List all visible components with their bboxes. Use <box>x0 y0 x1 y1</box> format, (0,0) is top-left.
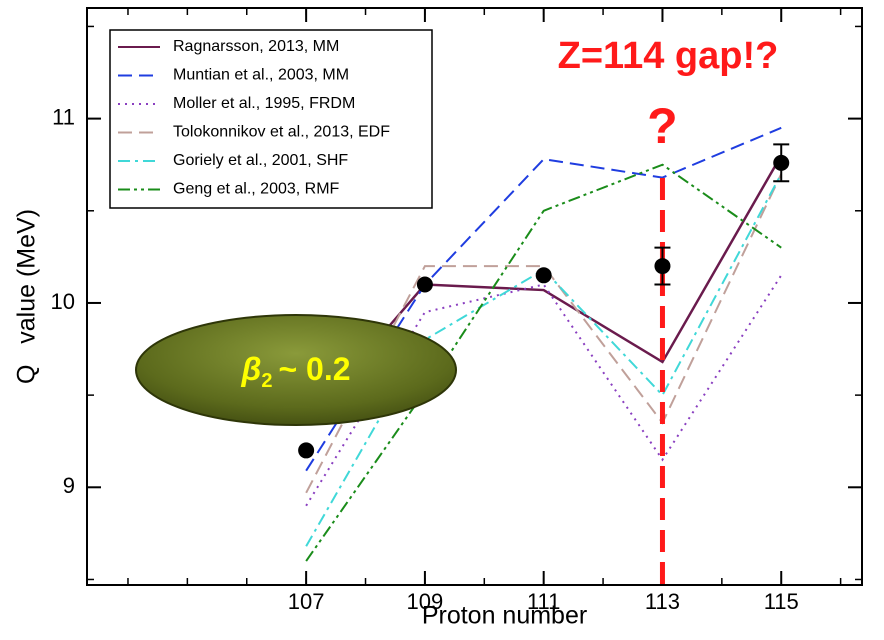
question-mark: ? <box>647 98 678 154</box>
data-point <box>535 267 552 284</box>
x-tick-label: 111 <box>527 589 560 614</box>
x-tick-label: 115 <box>764 589 799 614</box>
data-point <box>298 442 315 459</box>
x-tick-label: 113 <box>645 589 680 614</box>
y-axis-label: Q value (MeV) <box>13 209 41 384</box>
legend-label: Ragnarsson, 2013, MM <box>173 38 339 55</box>
data-point <box>773 154 790 171</box>
y-tick-label: 9 <box>63 473 75 498</box>
data-point <box>654 258 671 275</box>
legend-label: Goriely et al., 2001, SHF <box>173 152 348 169</box>
deformation-value: ~ 0.2 <box>278 351 350 387</box>
x-tick-label: 107 <box>288 589 325 614</box>
legend-box <box>109 29 433 209</box>
beta-symbol: β <box>240 351 261 387</box>
deformation-label: β2 ~ 0.2 <box>240 351 350 392</box>
data-point <box>416 276 433 293</box>
legend-label: Geng et al., 2003, RMF <box>173 181 340 198</box>
gap-annotation: Z=114 gap!? <box>558 35 779 77</box>
x-axis-label: Proton number <box>422 602 587 630</box>
legend-label: Tolokonnikov et al., 2013, EDF <box>173 124 390 141</box>
series-line <box>305 163 782 562</box>
y-tick-label: 11 <box>52 104 75 129</box>
y-tick-label: 10 <box>51 289 75 314</box>
legend-label: Muntian et al., 2003, MM <box>173 67 349 84</box>
beta-subscript: 2 <box>261 370 272 392</box>
legend-label: Moller et al., 1995, FRDM <box>173 95 355 112</box>
x-tick-label: 109 <box>407 589 444 614</box>
deformation-badge <box>135 314 457 426</box>
plot-frame <box>86 7 863 586</box>
